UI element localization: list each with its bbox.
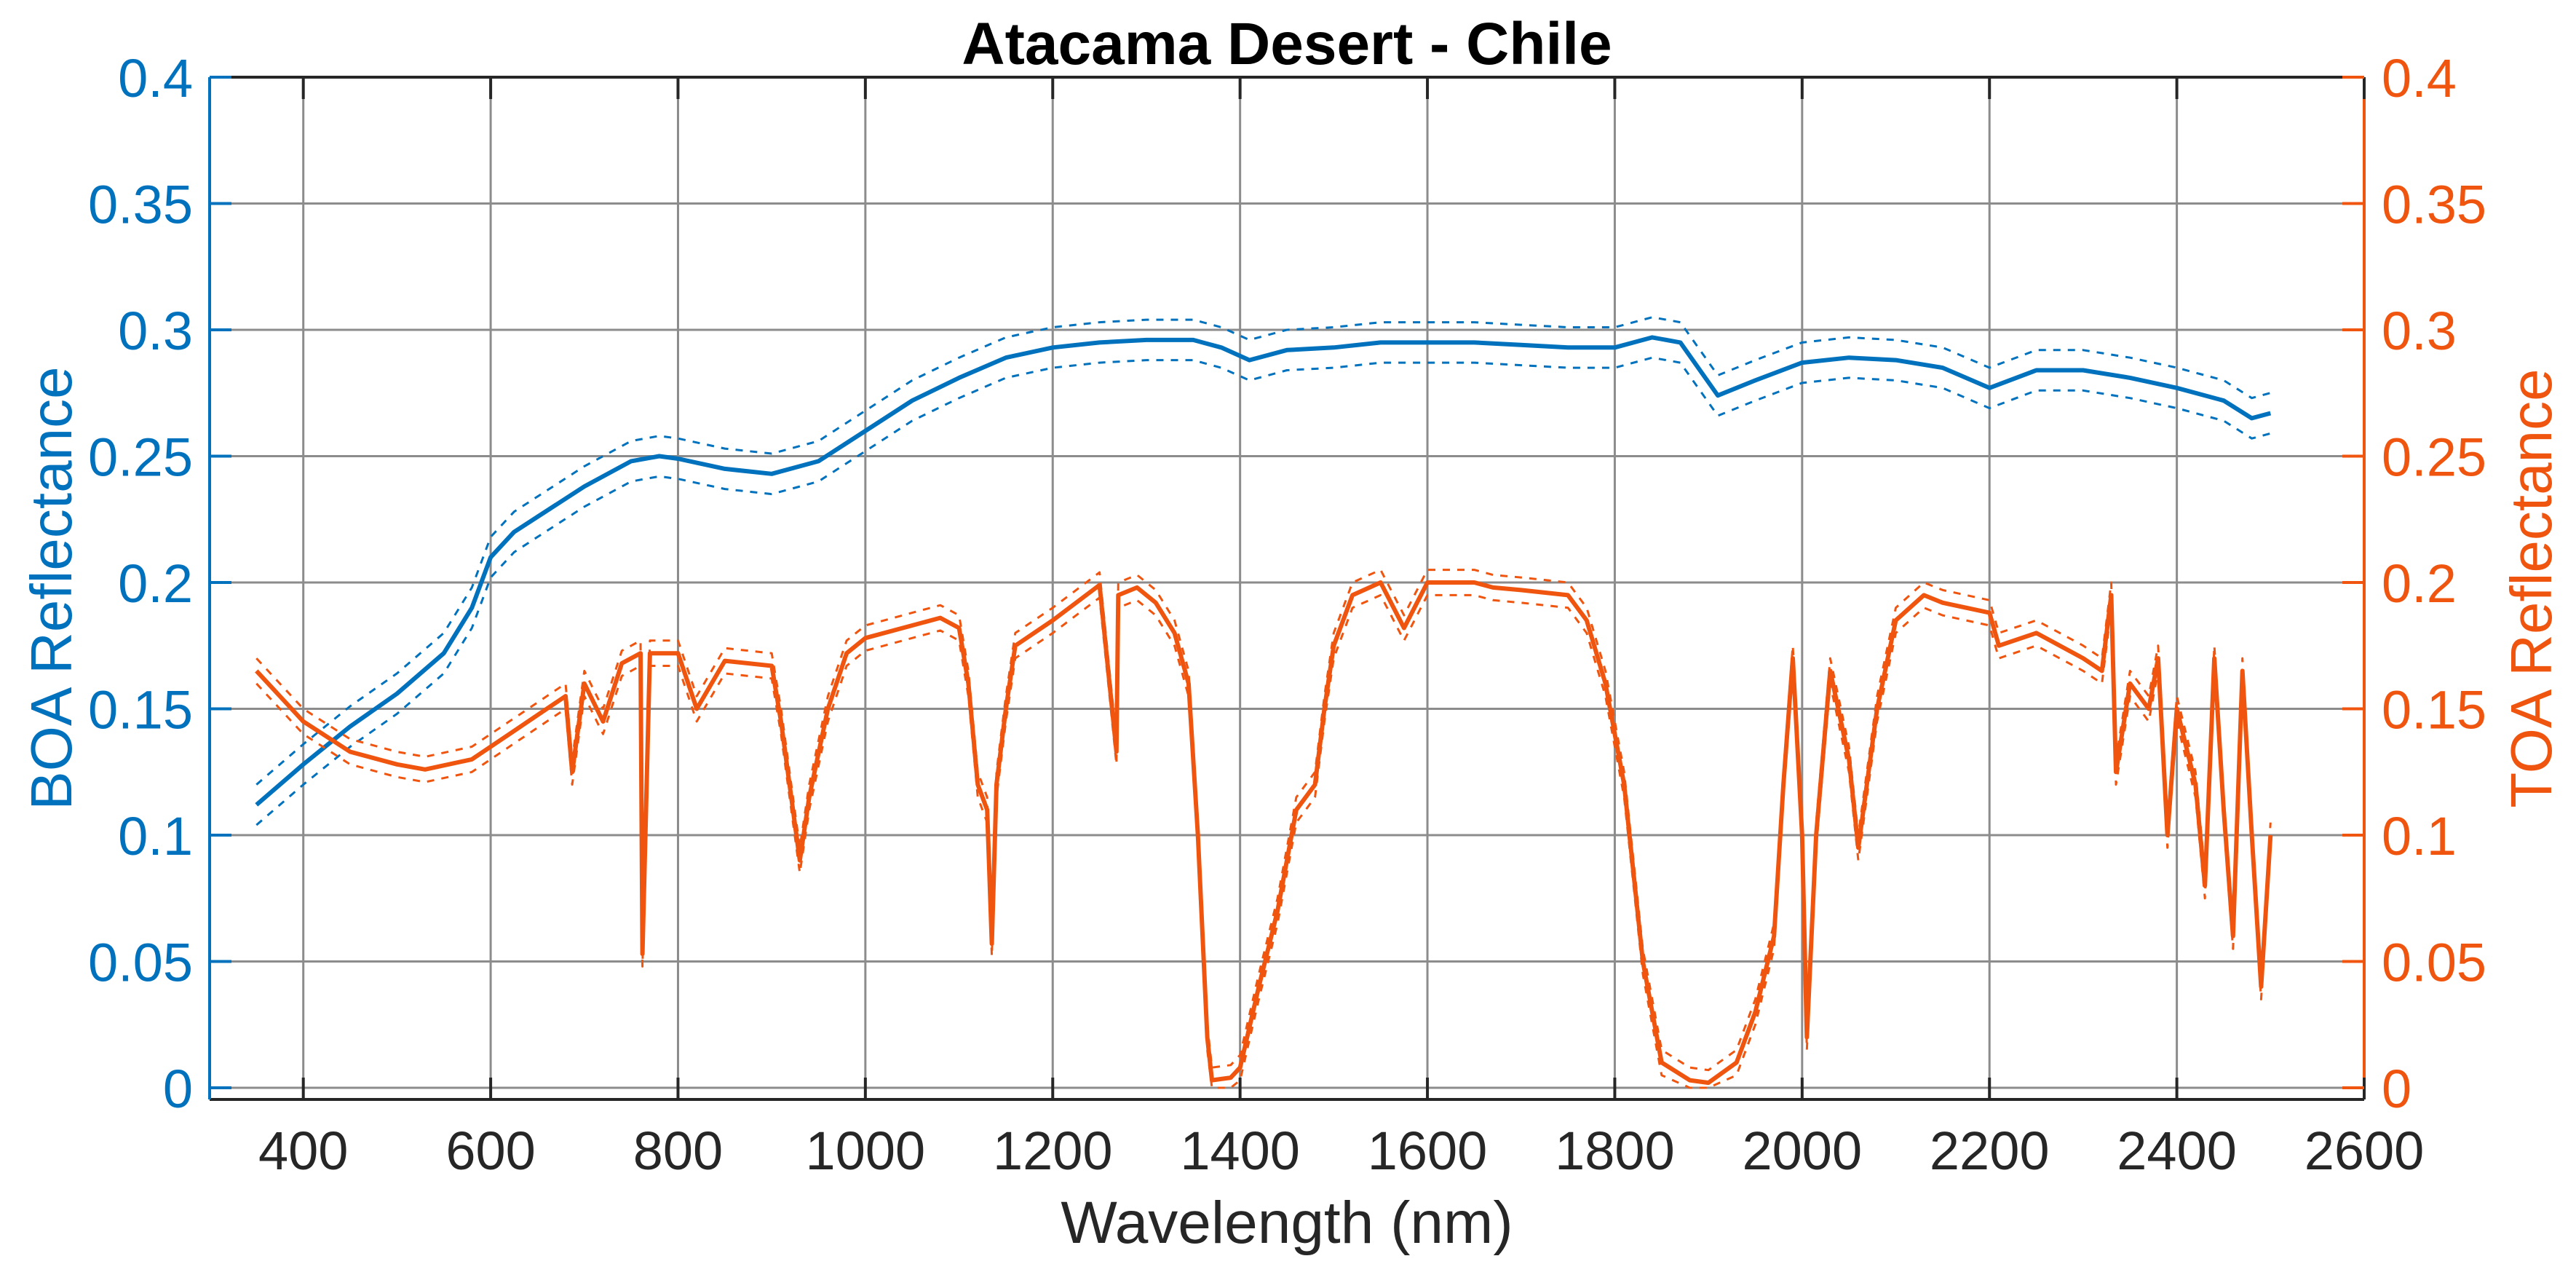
chart-title: Atacama Desert - Chile <box>962 11 1612 77</box>
right-tick-label: 0.05 <box>2382 933 2486 993</box>
x-tick-label: 400 <box>258 1121 348 1181</box>
x-tick-label: 1800 <box>1555 1121 1675 1181</box>
left-tick-label: 0.15 <box>88 680 193 740</box>
right-tick-label: 0.35 <box>2382 175 2486 235</box>
right-y-axis-label: TOA Reflectance <box>2499 368 2564 807</box>
x-tick-label: 2400 <box>2117 1121 2237 1181</box>
x-tick-label: 1200 <box>993 1121 1113 1181</box>
right-tick-label: 0 <box>2382 1059 2411 1119</box>
left-tick-label: 0.2 <box>118 553 193 614</box>
right-tick-label: 0.4 <box>2382 48 2457 108</box>
toa-mean-line <box>255 580 2273 1086</box>
x-tick-label: 2200 <box>1930 1121 2050 1181</box>
left-tick-label: 0.35 <box>88 175 193 235</box>
left-tick-label: 0.4 <box>118 48 193 108</box>
left-tick-label: 0.3 <box>118 301 193 361</box>
boa-lower-bound-line <box>255 356 2271 826</box>
x-tick-label: 1400 <box>1180 1121 1300 1181</box>
right-axis-tick-labels: 0 0.05 0.1 0.15 0.2 0.25 0.3 0.35 0.4 <box>2382 48 2486 1119</box>
right-tick-label: 0.3 <box>2382 301 2457 361</box>
x-tick-label: 2600 <box>2304 1121 2425 1181</box>
x-tick-label: 1000 <box>806 1121 926 1181</box>
left-tick-label: 0.25 <box>88 427 193 488</box>
plot-area <box>210 77 2364 1099</box>
right-tick-label: 0.1 <box>2382 806 2457 866</box>
left-tick-label: 0 <box>163 1059 193 1119</box>
boa-mean-line <box>255 335 2272 807</box>
x-tick-label: 600 <box>445 1121 535 1181</box>
right-tick-label: 0.2 <box>2382 553 2457 614</box>
x-axis-tick-labels: 400 600 800 1000 1200 1400 1600 1800 2000 2200 240… <box>258 1121 2424 1181</box>
x-tick-label: 800 <box>633 1121 723 1181</box>
x-axis-label: Wavelength (nm) <box>1061 1190 1513 1256</box>
right-tick-label: 0.15 <box>2382 680 2486 740</box>
x-tick-label: 1600 <box>1368 1121 1488 1181</box>
boa-upper-bound-line <box>255 316 2271 786</box>
left-tick-label: 0.1 <box>118 806 193 866</box>
data-series <box>255 316 2273 1089</box>
toa-upper-bound-line <box>255 569 2272 1072</box>
right-tick-label: 0.25 <box>2382 427 2486 488</box>
left-y-axis-label: BOA Reflectance <box>19 366 84 810</box>
left-tick-label: 0.05 <box>88 933 193 993</box>
toa-lower-bound-line <box>255 593 2272 1089</box>
left-axis-tick-labels: 0 0.05 0.1 0.15 0.2 0.25 0.3 0.35 0.4 <box>88 48 193 1119</box>
axes-frame <box>208 76 2366 1101</box>
x-tick-label: 2000 <box>1743 1121 1863 1181</box>
